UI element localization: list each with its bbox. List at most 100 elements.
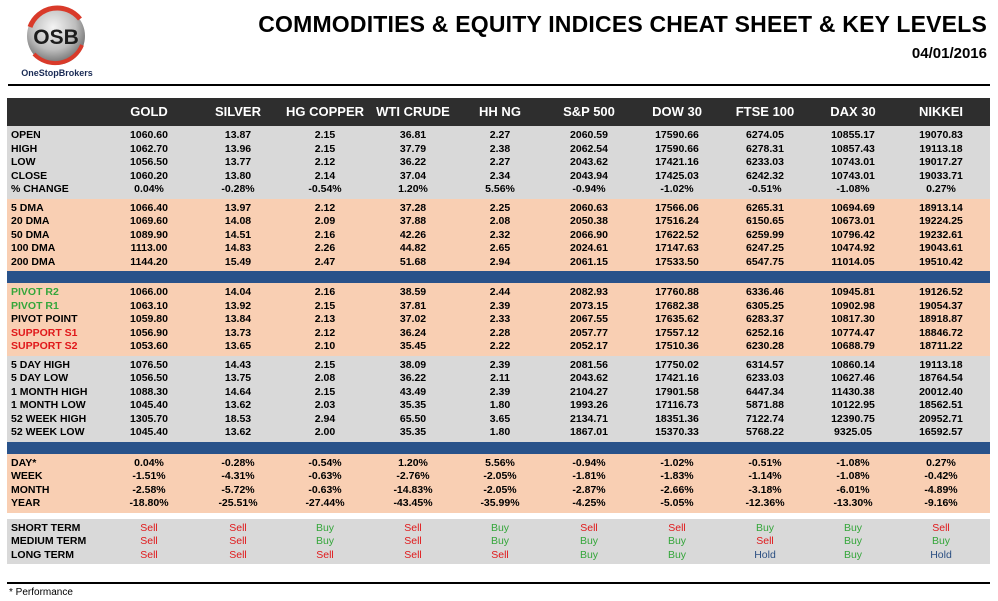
table-cell: 19070.83 xyxy=(919,129,963,141)
table-row-month: MONTH -2.58% -5.72% -0.63% -14.83% -2.05% -2.8… xyxy=(7,484,990,498)
table-cell: -5.72% xyxy=(221,483,255,496)
table-cell: 19113.18 xyxy=(919,358,963,371)
table-cell: 10857.43 xyxy=(831,142,875,155)
table-cell: 2.94 xyxy=(314,412,336,425)
logo-name: OneStopBrokers xyxy=(21,68,93,78)
table-cell: 37.88 xyxy=(399,215,427,227)
table-cell: 38.59 xyxy=(399,286,427,298)
header-divider xyxy=(8,84,990,86)
table-cell: 6252.16 xyxy=(746,326,784,339)
table-cell: 44.82 xyxy=(399,242,427,254)
row-label: 200 DMA xyxy=(11,255,56,268)
row-label: YEAR xyxy=(11,497,41,509)
table-row-50-dma: 50 DMA 1089.90 14.51 2.16 42.26 2.32 2066.90 17… xyxy=(7,229,990,243)
table-cell: 13.77 xyxy=(224,156,252,168)
table-cell: -6.01% xyxy=(836,483,870,496)
table-cell: 14.64 xyxy=(224,385,252,398)
table-row-week: WEEK -1.51% -4.31% -0.63% -2.76% -2.05% -1.81%… xyxy=(7,470,990,484)
table-cell: 1056.50 xyxy=(130,156,168,168)
table-cell: 2043.62 xyxy=(570,372,608,384)
row-label: PIVOT R2 xyxy=(11,286,59,298)
table-cell: 18918.87 xyxy=(919,313,963,325)
table-cell: 2067.55 xyxy=(570,313,608,325)
table-cell: 1113.00 xyxy=(130,242,168,254)
table-cell: 51.68 xyxy=(399,255,427,268)
table-cell: 2.12 xyxy=(314,156,336,168)
table-cell: -0.28% xyxy=(221,183,255,195)
signal-sell: Sell xyxy=(491,548,509,561)
table-cell: -35.99% xyxy=(480,497,520,509)
table-row-year: YEAR -18.80% -25.51% -27.44% -43.45% -35.99% -… xyxy=(7,497,990,511)
table-cell: 10474.92 xyxy=(831,242,875,254)
table-cell: 6259.99 xyxy=(746,228,784,241)
table-cell: 19043.61 xyxy=(919,242,963,254)
row-label: CLOSE xyxy=(11,169,48,182)
table-cell: 2024.61 xyxy=(570,242,608,254)
table-cell: 2.00 xyxy=(314,426,336,438)
row-label: HIGH xyxy=(11,142,38,155)
table-cell: 1045.40 xyxy=(130,399,168,411)
table-cell: 2.12 xyxy=(314,201,336,214)
table-cell: 2081.56 xyxy=(570,358,608,371)
row-label: SHORT TERM xyxy=(11,521,81,534)
table-cell: 5.56% xyxy=(485,183,515,195)
table-cell: 2.65 xyxy=(489,242,511,254)
table-cell: 19224.25 xyxy=(919,215,963,227)
table-cell: 19232.61 xyxy=(919,228,963,241)
table-cell: 20012.40 xyxy=(919,385,963,398)
table-cell: 37.79 xyxy=(399,142,427,155)
table-cell: 2.28 xyxy=(489,326,511,339)
table-cell: -1.83% xyxy=(660,470,694,482)
table-cell: 13.84 xyxy=(224,313,252,325)
table-cell: 2.09 xyxy=(314,215,336,227)
table-cell: 1.20% xyxy=(398,183,428,195)
table-cell: 10743.01 xyxy=(831,169,875,182)
table-cell: -27.44% xyxy=(305,497,345,509)
table-cell: 2.11 xyxy=(490,372,510,384)
signal-sell: Sell xyxy=(229,548,247,561)
table-cell: 18351.36 xyxy=(655,412,699,425)
table-cell: -0.51% xyxy=(748,456,782,469)
signal-sell: Sell xyxy=(229,521,247,534)
table-cell: 2.03 xyxy=(314,399,336,411)
column-header-gold: GOLD xyxy=(130,104,168,119)
row-label: LOW xyxy=(11,156,36,168)
table-cell: -1.02% xyxy=(660,183,694,195)
table-cell: 18764.54 xyxy=(919,372,963,384)
table-cell: 18846.72 xyxy=(919,326,963,339)
table-cell: 17116.73 xyxy=(655,399,699,411)
row-label: WEEK xyxy=(11,470,43,482)
table-cell: 14.08 xyxy=(224,215,252,227)
signal-buy: Buy xyxy=(579,548,599,561)
table-cell: 13.80 xyxy=(224,169,252,182)
signal-sell: Sell xyxy=(404,535,422,547)
table-cell: 1.20% xyxy=(398,456,428,469)
table-cell: 6150.65 xyxy=(746,215,784,227)
table-cell: -2.58% xyxy=(132,483,166,496)
row-label: DAY* xyxy=(11,456,37,469)
table-cell: 36.81 xyxy=(399,129,427,141)
signal-buy: Buy xyxy=(843,521,863,534)
table-cell: 1053.60 xyxy=(130,340,168,352)
table-cell: 36.22 xyxy=(399,156,427,168)
table-cell: 37.28 xyxy=(399,201,427,214)
table-cell: -0.94% xyxy=(572,183,606,195)
signal-sell: Sell xyxy=(140,535,158,547)
table-cell: 17421.16 xyxy=(655,156,699,168)
column-header-dax-30: DAX 30 xyxy=(830,104,876,119)
table-cell: -12.36% xyxy=(745,497,785,509)
table-cell: 2057.77 xyxy=(570,326,608,339)
signal-sell: Sell xyxy=(140,521,158,534)
page-title: COMMODITIES & EQUITY INDICES CHEAT SHEET… xyxy=(258,11,987,37)
section-separator xyxy=(7,271,990,283)
table-cell: 5.56% xyxy=(485,456,515,469)
table-cell: 17760.88 xyxy=(655,286,699,298)
signal-sell: Sell xyxy=(316,548,334,561)
table-row-pivot-r1: PIVOT R1 1063.10 13.92 2.15 37.81 2.39 2073.15… xyxy=(7,300,990,314)
table-cell: 36.22 xyxy=(399,372,427,384)
table-cell: 6233.03 xyxy=(746,372,784,384)
table-cell: 1089.90 xyxy=(130,228,168,241)
table-row-support-s2: SUPPORT S2 1053.60 13.65 2.10 35.45 2.22 2052.… xyxy=(7,340,990,354)
footer-divider xyxy=(7,582,990,584)
table-cell: 6278.31 xyxy=(746,142,784,155)
